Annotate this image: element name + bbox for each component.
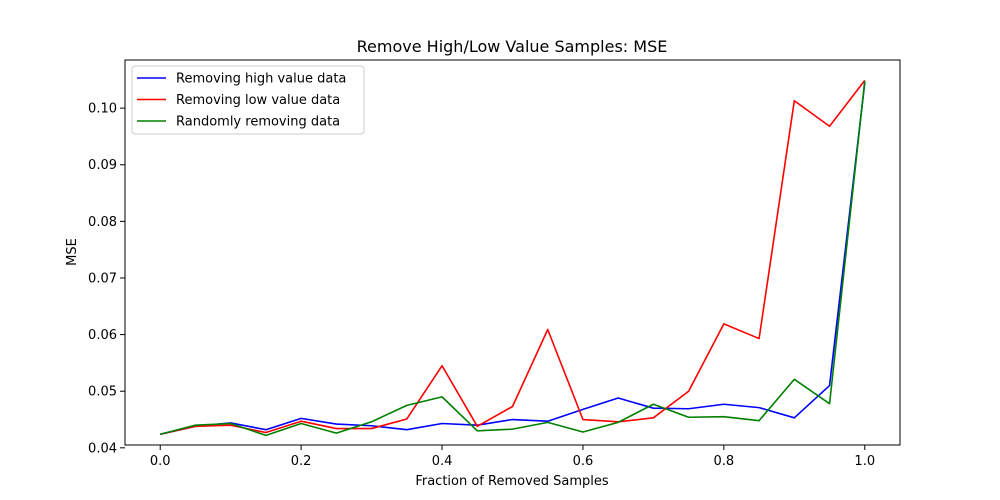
y-tick-label: 0.09 [88, 158, 117, 173]
x-tick-label: 0.0 [150, 454, 171, 469]
x-axis-label: Fraction of Removed Samples [415, 474, 609, 489]
y-axis-label: MSE [65, 238, 80, 266]
legend: Removing high value data Removing low val… [131, 65, 365, 135]
y-tick-label: 0.10 [88, 102, 117, 117]
y-tick-label: 0.04 [88, 441, 117, 456]
y-axis: 0.04 0.05 0.06 0.07 0.08 0.09 0.10 [88, 102, 125, 456]
plot-frame [124, 59, 901, 446]
y-tick-label: 0.05 [88, 385, 117, 400]
series-line-0 [160, 82, 866, 436]
legend-label-0: Removing high value data [176, 72, 346, 87]
y-tick-label: 0.07 [88, 271, 117, 286]
x-tick-label: 0.2 [291, 454, 312, 469]
chart-title: Remove High/Low Value Samples: MSE [357, 37, 668, 56]
series-line-2 [160, 80, 866, 437]
x-tick-label: 1.0 [854, 454, 875, 469]
x-axis: 0.0 0.2 0.4 0.6 0.8 1.0 [150, 445, 875, 469]
legend-box [131, 65, 365, 135]
legend-label-1: Removing low value data [176, 93, 340, 108]
y-tick-label: 0.08 [88, 215, 117, 230]
x-tick-label: 0.8 [714, 454, 735, 469]
legend-label-2: Randomly removing data [176, 115, 340, 130]
y-tick-label: 0.06 [88, 328, 117, 343]
plot-lines [160, 79, 866, 437]
x-tick-label: 0.4 [432, 454, 453, 469]
x-tick-label: 0.6 [573, 454, 594, 469]
series-line-1 [160, 79, 866, 436]
